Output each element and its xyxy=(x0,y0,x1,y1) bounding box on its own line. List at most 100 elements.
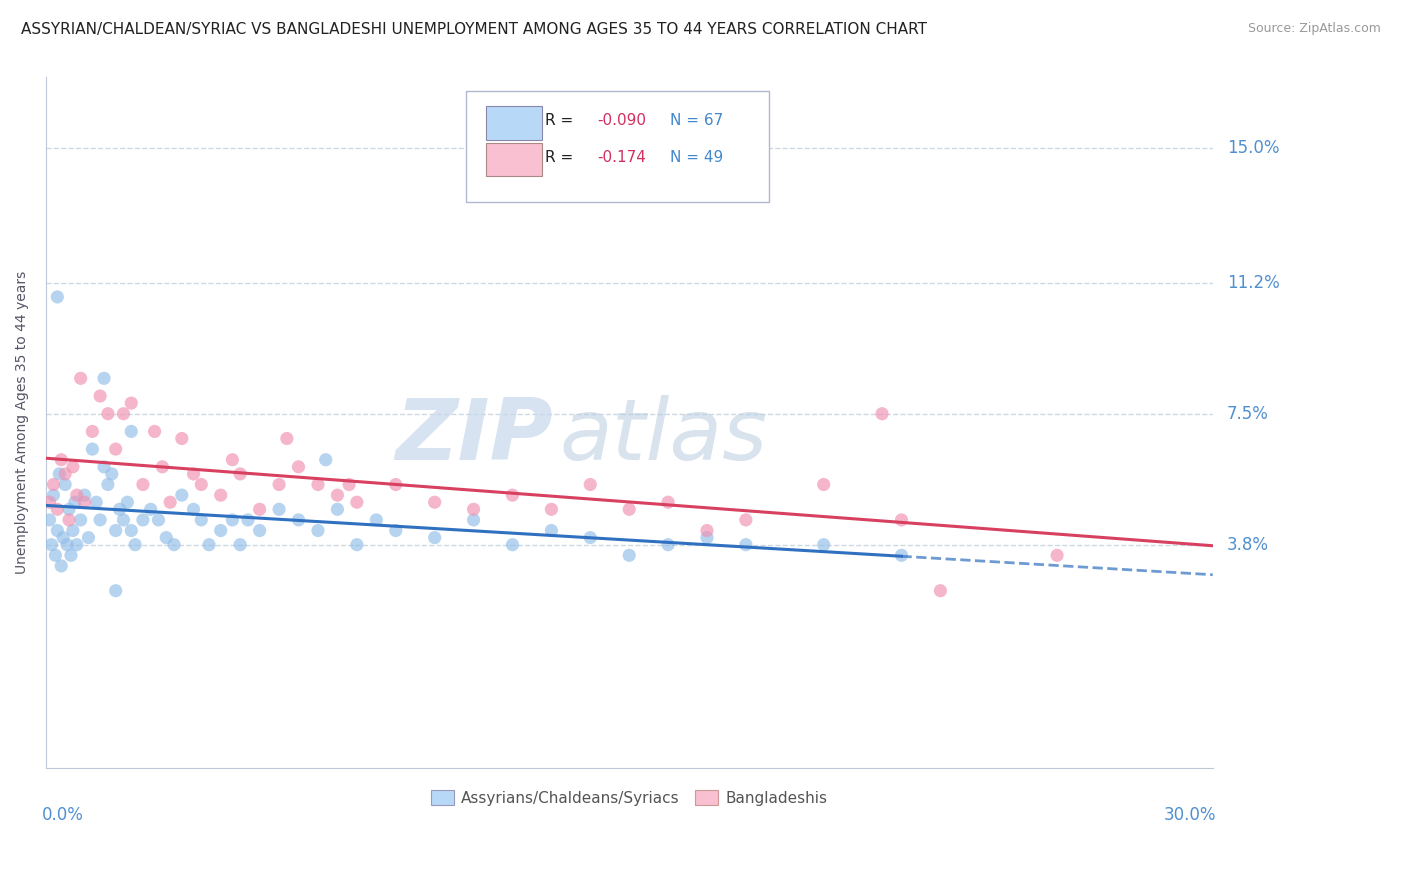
Point xyxy=(346,495,368,509)
Point xyxy=(73,495,96,509)
Point xyxy=(190,513,212,527)
FancyBboxPatch shape xyxy=(465,91,769,202)
Legend: Assyrians/Chaldeans/Syriacs, Bangladeshis: Assyrians/Chaldeans/Syriacs, Bangladeshi… xyxy=(425,784,834,812)
Text: R =: R = xyxy=(546,150,574,165)
Text: -0.090: -0.090 xyxy=(598,113,647,128)
Text: Source: ZipAtlas.com: Source: ZipAtlas.com xyxy=(1247,22,1381,36)
Point xyxy=(77,531,100,545)
Point xyxy=(51,452,73,467)
Text: 7.5%: 7.5% xyxy=(1226,405,1268,423)
Point xyxy=(52,531,75,545)
Point xyxy=(97,477,120,491)
Text: -0.174: -0.174 xyxy=(598,150,647,165)
Point xyxy=(287,459,309,474)
Point xyxy=(170,432,193,446)
Point xyxy=(163,538,186,552)
Point xyxy=(143,425,166,439)
Point xyxy=(82,442,104,456)
Point xyxy=(315,452,337,467)
Point xyxy=(276,432,298,446)
Point xyxy=(69,371,91,385)
Point xyxy=(58,513,80,527)
Point xyxy=(267,502,290,516)
Point xyxy=(617,549,640,563)
Point xyxy=(155,531,177,545)
Text: ZIP: ZIP xyxy=(395,395,554,478)
Text: atlas: atlas xyxy=(560,395,768,478)
Point xyxy=(209,524,232,538)
Point xyxy=(44,549,66,563)
Point xyxy=(384,524,406,538)
Point xyxy=(66,488,89,502)
Point xyxy=(84,495,107,509)
Point xyxy=(463,502,485,516)
Point xyxy=(221,513,243,527)
Point xyxy=(249,524,271,538)
Text: 3.8%: 3.8% xyxy=(1226,536,1268,554)
Point xyxy=(132,477,155,491)
Point xyxy=(120,396,142,410)
Point xyxy=(579,531,602,545)
Point xyxy=(267,477,290,491)
Point xyxy=(307,477,329,491)
Point xyxy=(337,477,360,491)
Point xyxy=(287,513,309,527)
Text: R =: R = xyxy=(546,113,574,128)
Text: 30.0%: 30.0% xyxy=(1164,805,1216,823)
Point xyxy=(120,524,142,538)
Point xyxy=(56,538,79,552)
Text: 0.0%: 0.0% xyxy=(42,805,84,823)
Point xyxy=(58,502,80,516)
Point xyxy=(209,488,232,502)
Text: N = 49: N = 49 xyxy=(671,150,723,165)
Point xyxy=(62,459,84,474)
Point xyxy=(112,407,135,421)
Point xyxy=(63,495,86,509)
Point xyxy=(579,477,602,491)
Point xyxy=(229,538,252,552)
Point xyxy=(307,524,329,538)
Point xyxy=(346,538,368,552)
Point xyxy=(1046,549,1069,563)
Point xyxy=(735,513,758,527)
Point xyxy=(139,502,162,516)
Point xyxy=(735,538,758,552)
Point xyxy=(813,538,835,552)
Point xyxy=(870,407,893,421)
Point xyxy=(326,488,349,502)
Point xyxy=(42,477,65,491)
Point xyxy=(93,459,115,474)
Point xyxy=(97,407,120,421)
FancyBboxPatch shape xyxy=(485,106,541,139)
Point xyxy=(104,524,127,538)
Point xyxy=(53,467,76,481)
Point xyxy=(89,513,111,527)
Point xyxy=(813,477,835,491)
Text: ASSYRIAN/CHALDEAN/SYRIAC VS BANGLADESHI UNEMPLOYMENT AMONG AGES 35 TO 44 YEARS C: ASSYRIAN/CHALDEAN/SYRIAC VS BANGLADESHI … xyxy=(21,22,927,37)
Text: 11.2%: 11.2% xyxy=(1226,274,1279,292)
Point xyxy=(46,524,69,538)
Point xyxy=(93,371,115,385)
Point xyxy=(540,524,562,538)
Point xyxy=(41,538,63,552)
Point xyxy=(501,538,523,552)
Point xyxy=(657,538,679,552)
Point xyxy=(890,513,912,527)
Point xyxy=(170,488,193,502)
Point xyxy=(89,389,111,403)
Point xyxy=(108,502,131,516)
Point xyxy=(104,442,127,456)
Point xyxy=(540,502,562,516)
Point xyxy=(46,290,69,304)
Point xyxy=(51,558,73,573)
Point xyxy=(249,502,271,516)
Point xyxy=(657,495,679,509)
Text: N = 67: N = 67 xyxy=(671,113,723,128)
Point xyxy=(463,513,485,527)
Point xyxy=(73,488,96,502)
Point xyxy=(384,477,406,491)
Text: 15.0%: 15.0% xyxy=(1226,139,1279,157)
Point xyxy=(38,495,60,509)
Point xyxy=(159,495,181,509)
Point xyxy=(124,538,146,552)
